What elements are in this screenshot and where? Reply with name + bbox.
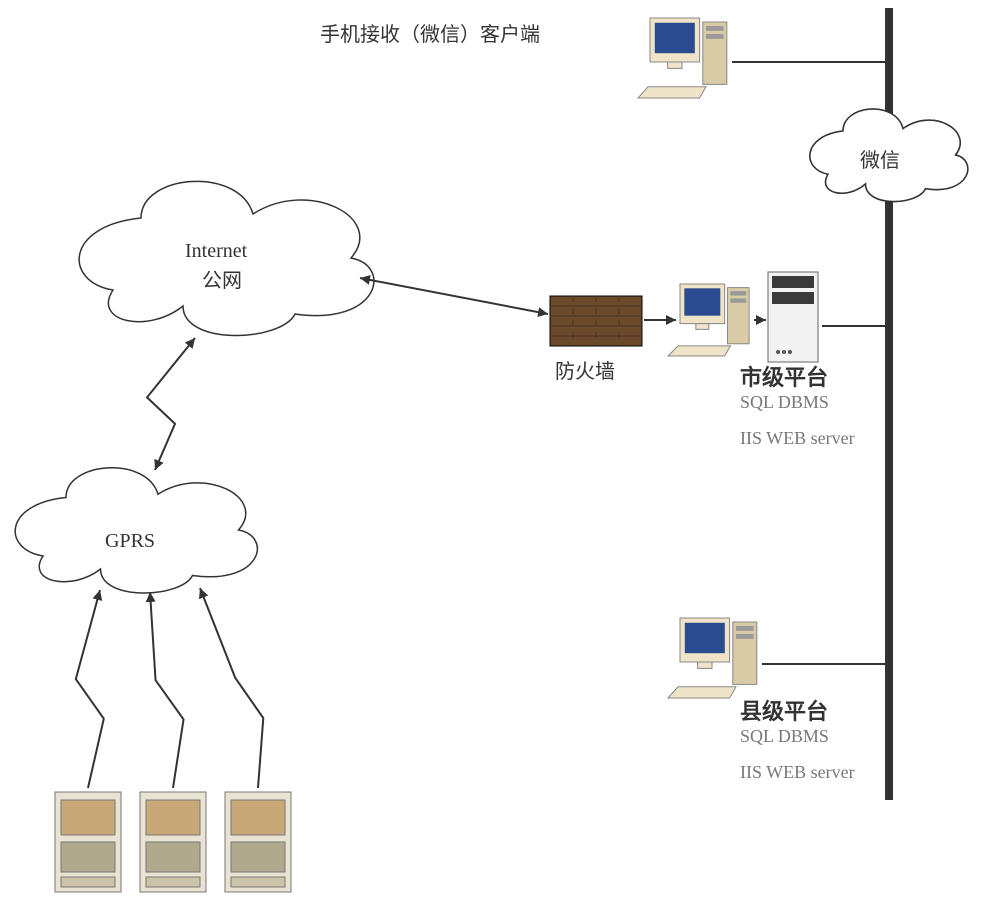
zigzag-meter1-gprs bbox=[76, 590, 104, 788]
zigzag-meter3-gprs bbox=[200, 588, 263, 788]
city-server-icon bbox=[768, 272, 818, 362]
county-platform-title: 县级平台 bbox=[740, 694, 828, 726]
arrow-internet-firewall bbox=[360, 278, 548, 314]
zigzag-gprs-internet bbox=[147, 338, 195, 470]
network-bus-line bbox=[885, 8, 893, 800]
wechat-cloud-label: 微信 bbox=[860, 148, 900, 174]
firewall-label: 防火墙 bbox=[555, 355, 615, 384]
internet-label-cn: 公网 bbox=[202, 268, 242, 294]
city-platform-sub1: SQL DBMS bbox=[740, 392, 829, 413]
internet-label-en: Internet bbox=[185, 238, 247, 264]
gprs-label: GPRS bbox=[105, 528, 155, 554]
city-platform-title: 市级平台 bbox=[740, 360, 828, 392]
client-title-label: 手机接收（微信）客户端 bbox=[320, 18, 540, 47]
county-pc-icon bbox=[668, 618, 757, 698]
meter-icon-1 bbox=[140, 792, 206, 892]
city-platform-sub2: IIS WEB server bbox=[740, 428, 855, 449]
county-platform-sub2: IIS WEB server bbox=[740, 762, 855, 783]
diagram-canvas: 手机接收（微信）客户端 微信 Internet 公网 防火墙 市级平台 SQL … bbox=[0, 0, 1000, 910]
zigzag-meter2-gprs bbox=[150, 592, 184, 788]
meter-icon-0 bbox=[55, 792, 121, 892]
client-pc-icon bbox=[638, 18, 727, 98]
meter-icon-2 bbox=[225, 792, 291, 892]
firewall-icon bbox=[550, 296, 642, 346]
city-pc-icon bbox=[668, 284, 749, 356]
county-platform-sub1: SQL DBMS bbox=[740, 726, 829, 747]
